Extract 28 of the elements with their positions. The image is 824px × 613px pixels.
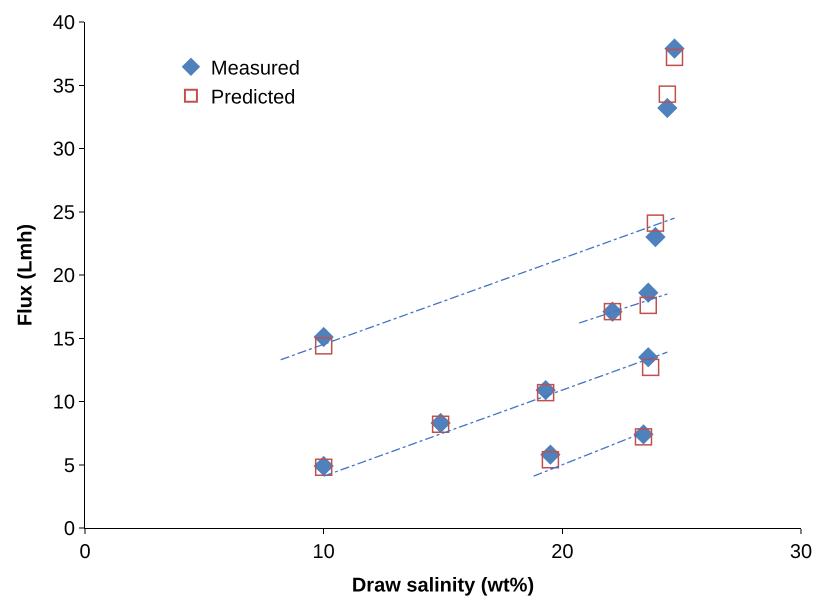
y-axis-title: Flux (Lmh): [14, 224, 36, 326]
point: [666, 48, 684, 66]
y-tick-label: 40: [52, 12, 75, 34]
y-tick-label: 30: [52, 138, 75, 160]
y-tick-label: 0: [64, 518, 75, 540]
y-tick-label: 10: [52, 392, 75, 414]
point: [542, 450, 560, 468]
point: [646, 214, 664, 232]
legend-label: Measured: [210, 58, 300, 80]
y-tick-label: 5: [64, 454, 75, 477]
x-tick-label: 20: [551, 541, 574, 563]
point: [536, 384, 554, 402]
y-tick-label: 15: [52, 328, 75, 350]
point: [314, 337, 332, 355]
legend-label: Predicted: [210, 86, 296, 109]
y-tick-label: 20: [52, 265, 75, 287]
point: [658, 98, 678, 118]
point: [646, 227, 666, 247]
y-tick-label: 25: [52, 202, 75, 224]
x-tick-label: 10: [312, 541, 335, 563]
point: [658, 85, 676, 103]
point: [634, 428, 652, 446]
point: [640, 296, 657, 314]
point: [642, 358, 660, 376]
x-tick-label: 30: [790, 541, 812, 563]
x-tick-label: 0: [79, 541, 91, 563]
x-axis-title: Draw salinity (wt%): [352, 574, 534, 596]
y-tick-label: 35: [52, 75, 75, 98]
